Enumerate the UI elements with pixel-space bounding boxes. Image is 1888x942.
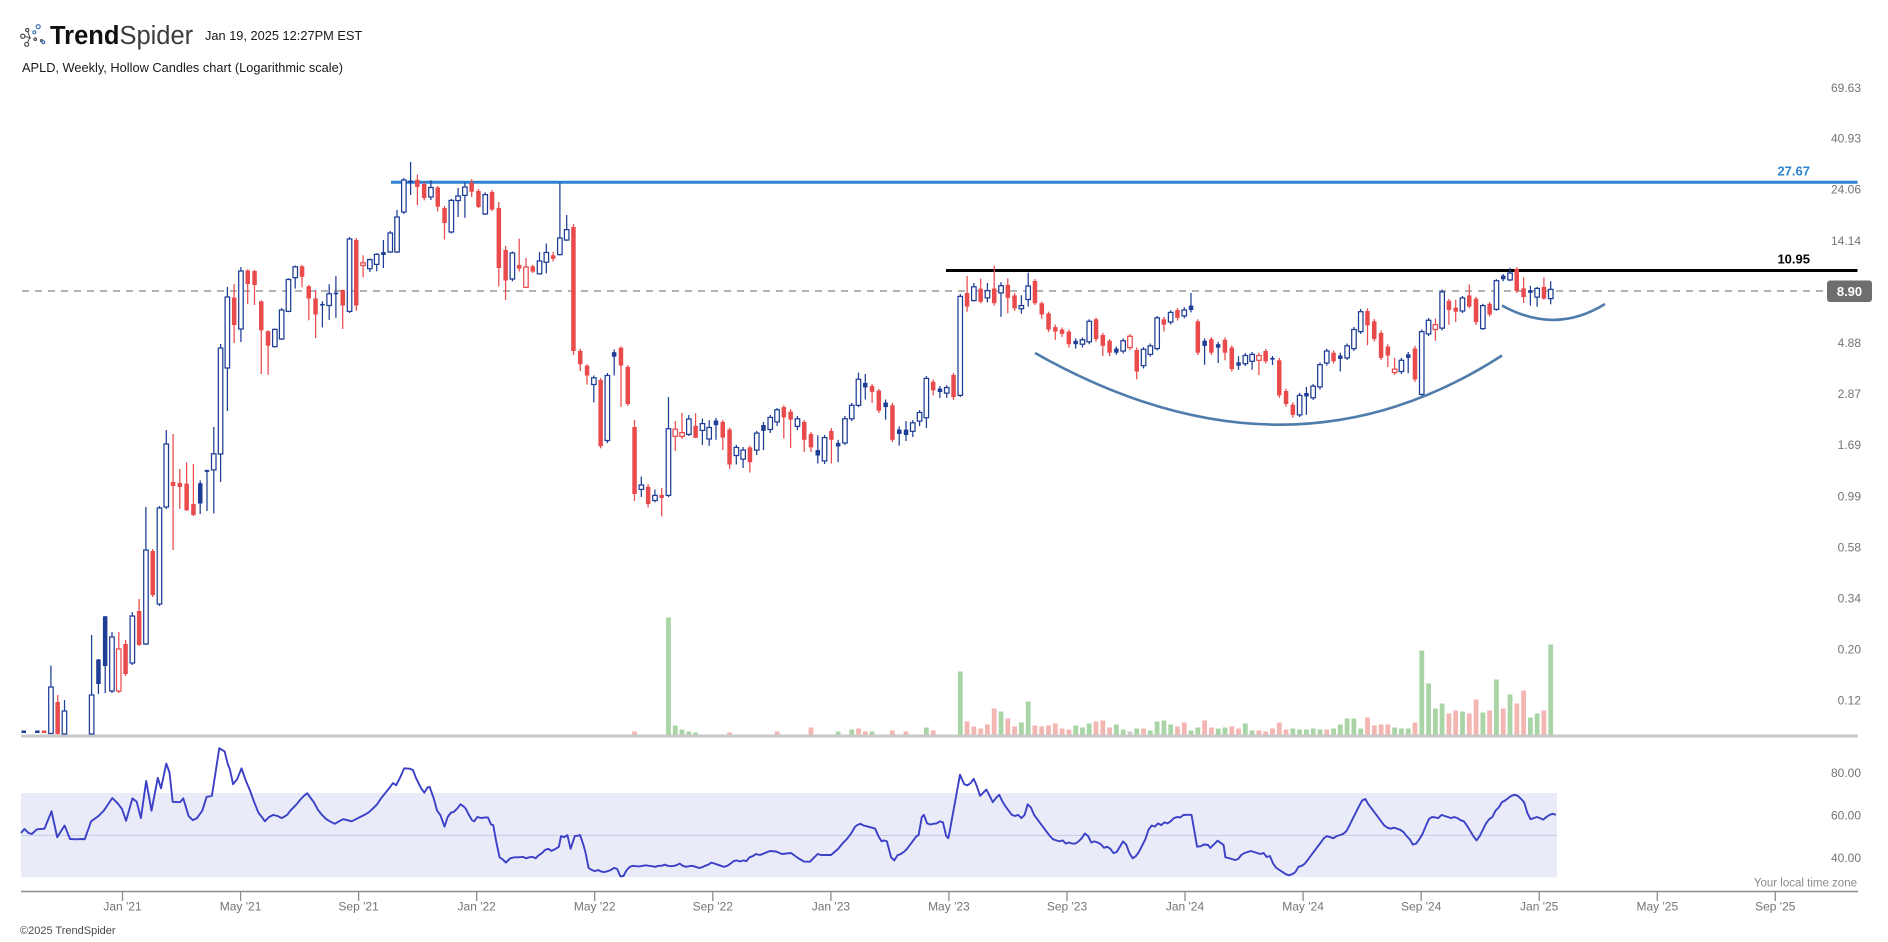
svg-text:May '21: May '21 [220,900,262,914]
svg-text:Jan '25: Jan '25 [1520,900,1559,914]
svg-text:0.99: 0.99 [1838,489,1862,503]
svg-text:4.88: 4.88 [1838,336,1862,350]
svg-text:10.95: 10.95 [1777,252,1810,267]
svg-text:27.67: 27.67 [1777,164,1810,179]
svg-text:Jan 19, 2025 12:27PM EST: Jan 19, 2025 12:27PM EST [205,28,362,43]
svg-text:Jan '22: Jan '22 [458,900,497,914]
svg-text:0.20: 0.20 [1838,643,1862,657]
svg-text:Your local time zone: Your local time zone [1754,878,1857,890]
svg-text:0.58: 0.58 [1838,540,1862,554]
svg-text:69.63: 69.63 [1831,81,1861,95]
svg-text:14.14: 14.14 [1831,234,1861,248]
svg-text:May '25: May '25 [1636,900,1678,914]
svg-text:60.00: 60.00 [1831,809,1861,823]
svg-text:May '24: May '24 [1282,900,1324,914]
svg-text:24.06: 24.06 [1831,183,1861,197]
svg-text:1.69: 1.69 [1838,438,1862,452]
svg-text:Jan '23: Jan '23 [812,900,851,914]
svg-text:2.87: 2.87 [1838,387,1862,401]
svg-text:0.12: 0.12 [1838,694,1862,708]
svg-text:Jan '21: Jan '21 [103,900,142,914]
svg-text:©2025 TrendSpider: ©2025 TrendSpider [20,925,116,937]
svg-text:TrendSpider: TrendSpider [50,22,194,50]
svg-text:80.00: 80.00 [1831,766,1861,780]
svg-text:Sep '22: Sep '22 [693,900,734,914]
svg-text:0.34: 0.34 [1838,592,1862,606]
svg-text:40.00: 40.00 [1831,851,1861,865]
svg-text:Sep '21: Sep '21 [338,900,379,914]
svg-text:Sep '25: Sep '25 [1755,900,1796,914]
svg-text:APLD, Weekly, Hollow Candles c: APLD, Weekly, Hollow Candles chart (Loga… [22,60,343,75]
svg-text:40.93: 40.93 [1831,132,1861,146]
svg-text:May '23: May '23 [928,900,970,914]
svg-text:May '22: May '22 [574,900,616,914]
svg-text:Sep '24: Sep '24 [1401,900,1442,914]
svg-text:Sep '23: Sep '23 [1047,900,1088,914]
svg-text:Jan '24: Jan '24 [1166,900,1205,914]
svg-text:8.90: 8.90 [1837,284,1862,299]
